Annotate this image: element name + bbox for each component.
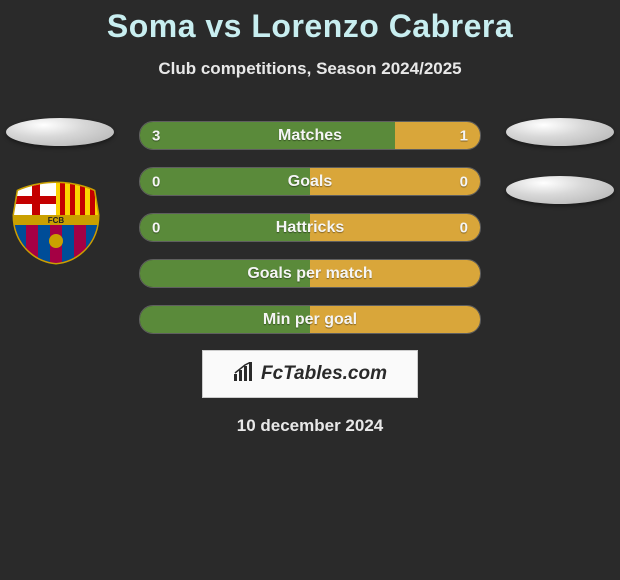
- player-ellipse-left: [6, 118, 114, 146]
- bar-value-left: 3: [152, 127, 160, 144]
- bar-label: Goals per match: [247, 265, 372, 283]
- stat-bar-matches: Matches 3 1: [139, 121, 481, 150]
- bar-value-right: 1: [460, 127, 468, 144]
- bar-value-right: 0: [460, 219, 468, 236]
- stat-bar-goals-per-match: Goals per match: [139, 259, 481, 288]
- right-badges-column: [506, 118, 614, 204]
- site-logo-text: FcTables.com: [261, 363, 387, 385]
- player-ellipse-right-2: [506, 176, 614, 204]
- bar-left-fill: [140, 122, 395, 149]
- stat-bars: Matches 3 1 Goals 0 0 Hattricks 0 0 Goals per mat…: [139, 121, 481, 334]
- bar-right-fill: [310, 168, 480, 195]
- team-crest-left: FCB: [6, 181, 106, 265]
- bar-label: Matches: [278, 127, 342, 145]
- stat-bar-goals: Goals 0 0: [139, 167, 481, 196]
- page-title: Soma vs Lorenzo Cabrera: [0, 0, 620, 45]
- bar-value-left: 0: [152, 219, 160, 236]
- bar-label: Min per goal: [263, 311, 357, 329]
- subtitle-season: Club competitions, Season 2024/2025: [0, 59, 620, 79]
- comparison-area: FCB Matches 3 1 Goals 0 0 Hattricks 0 0 Goals per…: [0, 121, 620, 436]
- site-logo[interactable]: FcTables.com: [202, 350, 418, 398]
- stat-bar-min-per-goal: Min per goal: [139, 305, 481, 334]
- bar-value-right: 0: [460, 173, 468, 190]
- left-badges-column: FCB: [6, 118, 114, 265]
- player-ellipse-right-1: [506, 118, 614, 146]
- svg-text:FCB: FCB: [48, 216, 65, 225]
- bar-left-fill: [140, 168, 310, 195]
- stat-bar-hattricks: Hattricks 0 0: [139, 213, 481, 242]
- date-label: 10 december 2024: [0, 416, 620, 436]
- bar-label: Goals: [288, 173, 332, 191]
- bar-value-left: 0: [152, 173, 160, 190]
- bar-chart-icon: [233, 362, 255, 387]
- bar-label: Hattricks: [276, 219, 344, 237]
